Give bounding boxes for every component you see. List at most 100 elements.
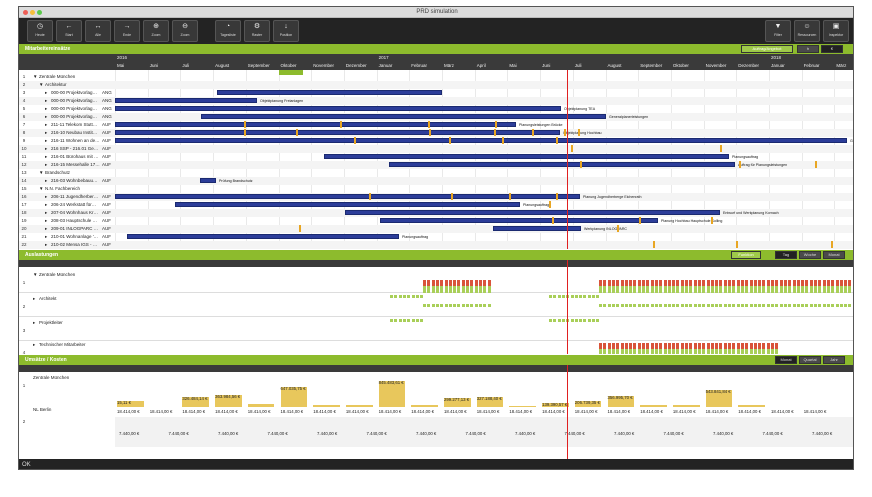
gantt-bar[interactable] bbox=[115, 122, 516, 127]
row-name[interactable]: 216-03 Wohnbebauu… bbox=[51, 178, 98, 183]
row-triangle[interactable]: ▼ bbox=[33, 74, 38, 79]
gantt-bar[interactable] bbox=[115, 98, 257, 103]
row-triangle[interactable]: ▸ bbox=[45, 242, 48, 247]
milestone-marker[interactable] bbox=[580, 161, 582, 168]
row-name[interactable]: 211-11 Telekom Stutt… bbox=[51, 122, 98, 127]
monat-button[interactable]: Monat bbox=[823, 251, 845, 259]
hours-button[interactable]: h bbox=[797, 45, 819, 53]
row-name[interactable]: 210-01 Wohnanlage '… bbox=[51, 234, 99, 239]
milestone-marker[interactable] bbox=[494, 129, 496, 136]
gantt-bar[interactable] bbox=[115, 194, 580, 199]
row-triangle[interactable]: ▸ bbox=[45, 210, 48, 215]
row-triangle[interactable]: ▸ bbox=[45, 194, 48, 199]
monat-button[interactable]: Monat bbox=[775, 356, 797, 364]
milestone-marker[interactable] bbox=[244, 121, 246, 128]
milestone-marker[interactable] bbox=[653, 241, 655, 248]
arrow-down-button[interactable]: ↓ Position bbox=[273, 20, 299, 42]
row-name[interactable]: Zentrale München bbox=[33, 375, 70, 380]
row-name[interactable]: 000-00 Projektvorlag… bbox=[51, 106, 98, 111]
row-triangle[interactable]: ▸ bbox=[45, 90, 48, 95]
gantt-bar[interactable] bbox=[115, 106, 561, 111]
row-triangle[interactable]: ▸ bbox=[33, 296, 36, 301]
timer-button[interactable]: ◔ Tagesliste bbox=[215, 20, 241, 42]
gantt-bar[interactable] bbox=[115, 138, 847, 143]
milestone-marker[interactable] bbox=[720, 145, 722, 152]
row-triangle[interactable]: ▸ bbox=[45, 98, 48, 103]
row-triangle[interactable]: ▸ bbox=[45, 234, 48, 239]
row-name[interactable]: Zentrale München bbox=[39, 74, 76, 79]
milestone-marker[interactable] bbox=[509, 193, 511, 200]
milestone-marker[interactable] bbox=[564, 129, 566, 136]
row-name[interactable]: 000-00 Projektvorlag… bbox=[51, 90, 98, 95]
gantt-bar[interactable] bbox=[201, 114, 606, 119]
euro-button[interactable]: € bbox=[821, 45, 843, 53]
row-triangle[interactable]: ▼ bbox=[33, 272, 38, 277]
woche-button[interactable]: Woche bbox=[799, 251, 821, 259]
row-triangle[interactable]: ▼ bbox=[39, 186, 44, 191]
row-triangle[interactable]: ▸ bbox=[45, 122, 48, 127]
row-name[interactable]: 216 SSP - 216.01 Ge… bbox=[51, 146, 99, 151]
tag-button[interactable]: Tag bbox=[775, 251, 797, 259]
milestone-marker[interactable] bbox=[428, 121, 430, 128]
milestone-marker[interactable] bbox=[571, 145, 573, 152]
row-name[interactable]: 207-04 Wohnhaus Kr… bbox=[51, 210, 98, 215]
milestone-marker[interactable] bbox=[617, 225, 619, 232]
row-triangle[interactable]: ▼ bbox=[39, 82, 44, 87]
row-name[interactable]: 216-01 Bürohaus mit … bbox=[51, 154, 99, 159]
jahr-button[interactable]: Jahr bbox=[823, 356, 845, 364]
milestone-marker[interactable] bbox=[711, 217, 713, 224]
row-triangle[interactable]: ▸ bbox=[45, 162, 48, 167]
milestone-marker[interactable] bbox=[354, 137, 356, 144]
gantt-bar[interactable] bbox=[217, 90, 442, 95]
row-name[interactable]: 216-10 Neubau Instit… bbox=[51, 130, 98, 135]
row-triangle[interactable]: ▸ bbox=[45, 130, 48, 135]
row-triangle[interactable]: ▸ bbox=[33, 320, 36, 325]
arrow-left-button[interactable]: ← Start bbox=[56, 20, 82, 42]
gantt-bar[interactable] bbox=[175, 202, 520, 207]
milestone-marker[interactable] bbox=[429, 129, 431, 136]
milestone-marker[interactable] bbox=[639, 217, 641, 224]
milestone-marker[interactable] bbox=[831, 241, 833, 248]
row-triangle[interactable]: ▸ bbox=[45, 218, 48, 223]
row-name[interactable]: Zentrale München bbox=[39, 272, 76, 277]
row-name[interactable]: 206-24 Werkstatt für… bbox=[51, 202, 97, 207]
milestone-marker[interactable] bbox=[502, 137, 504, 144]
arrow-right-button[interactable]: → Ende bbox=[114, 20, 140, 42]
close-icon[interactable] bbox=[23, 10, 28, 15]
row-triangle[interactable]: ▸ bbox=[45, 226, 48, 231]
gantt-bar[interactable] bbox=[380, 218, 658, 223]
gantt-bar[interactable] bbox=[389, 162, 735, 167]
filter-button[interactable]: ▼ Filter bbox=[765, 20, 791, 42]
milestone-marker[interactable] bbox=[451, 193, 453, 200]
milestone-marker[interactable] bbox=[578, 129, 580, 136]
auftrag-dropdown[interactable]: Auftrag/Angebot bbox=[741, 45, 793, 53]
gantt-bar[interactable] bbox=[127, 234, 399, 239]
row-triangle[interactable]: ▸ bbox=[45, 138, 48, 143]
section-header-mitarbeitereinsaetze[interactable]: Mitarbeitereinsätze Auftrag/Angebot h € bbox=[19, 44, 853, 54]
inspector-button[interactable]: ▣ Inspektor bbox=[823, 20, 849, 42]
milestone-marker[interactable] bbox=[556, 193, 558, 200]
milestone-marker[interactable] bbox=[495, 121, 497, 128]
milestone-marker[interactable] bbox=[815, 161, 817, 168]
zoom-in-button[interactable]: ⊕ Zoom bbox=[143, 20, 169, 42]
row-triangle[interactable]: ▸ bbox=[45, 202, 48, 207]
milestone-marker[interactable] bbox=[552, 217, 554, 224]
zoom-out-button[interactable]: ⊖ Zoom bbox=[172, 20, 198, 42]
funktion-dropdown[interactable]: Funktion bbox=[731, 251, 761, 259]
section-header-auslastungen[interactable]: Auslastungen Funktion Tag Woche Monat bbox=[19, 250, 853, 260]
row-triangle[interactable]: ▸ bbox=[45, 178, 48, 183]
row-triangle[interactable]: ▸ bbox=[45, 106, 48, 111]
milestone-marker[interactable] bbox=[340, 121, 342, 128]
row-name[interactable]: Architekt bbox=[39, 296, 57, 301]
expand-button[interactable]: ↔ Alle bbox=[85, 20, 111, 42]
milestone-marker[interactable] bbox=[296, 129, 298, 136]
clock-button[interactable]: ◷ Heute bbox=[27, 20, 53, 42]
milestone-marker[interactable] bbox=[369, 193, 371, 200]
gantt-bar[interactable] bbox=[493, 226, 581, 231]
milestone-marker[interactable] bbox=[736, 241, 738, 248]
minimize-icon[interactable] bbox=[30, 10, 35, 15]
row-name[interactable]: Technischer Mitarbeiter bbox=[39, 342, 86, 347]
milestone-marker[interactable] bbox=[532, 129, 534, 136]
gantt-bar[interactable] bbox=[115, 130, 560, 135]
maximize-icon[interactable] bbox=[37, 10, 42, 15]
